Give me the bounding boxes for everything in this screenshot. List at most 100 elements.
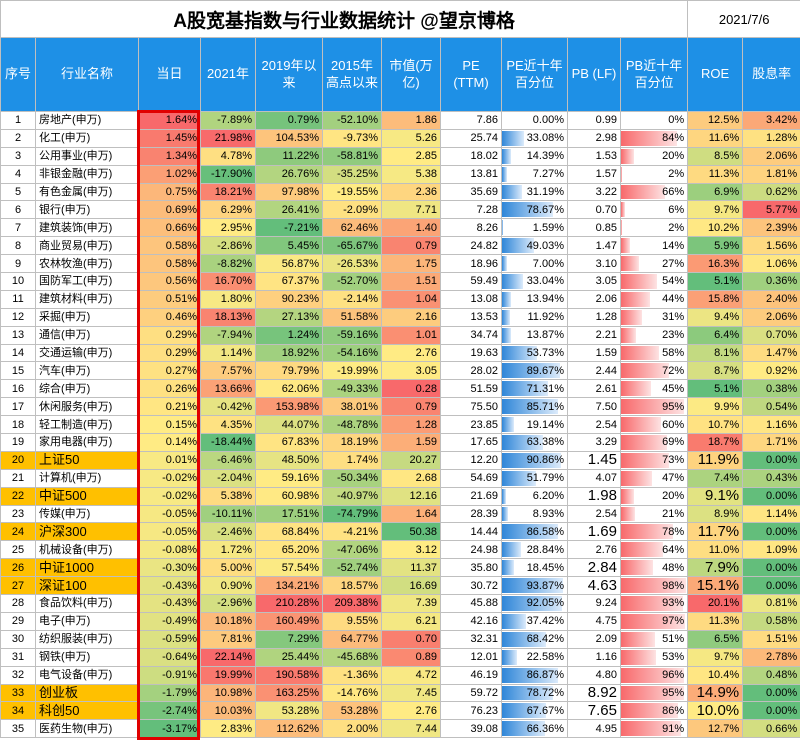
cell-value: 13.94% — [526, 293, 564, 306]
cell-value: 1.59% — [532, 221, 564, 234]
cell-market-cap: 20.27 — [381, 450, 441, 470]
cell-market-cap: 1.64 — [381, 504, 441, 524]
cell-pb-percentile: 45% — [619, 379, 689, 399]
cell-today: -0.08% — [138, 540, 201, 560]
pe-percentile-bar — [502, 202, 554, 218]
cell-dividend-yield: 5.77% — [742, 200, 800, 220]
cell-ytd-2021: -2.86% — [200, 236, 256, 256]
cell-since-2015-high: -4.21% — [322, 522, 382, 542]
pe-percentile-bar — [502, 435, 544, 450]
cell-today: 0.56% — [138, 272, 201, 291]
cell-dividend-yield: 1.51% — [742, 629, 800, 649]
cell-dividend-yield: 2.06% — [742, 307, 800, 327]
cell-roe: 16.3% — [687, 254, 744, 274]
cell-pe-percentile: 86.58% — [501, 522, 568, 542]
cell-pb-lf: 1.47 — [567, 236, 621, 256]
cell-since-2015-high: -2.14% — [322, 289, 382, 309]
cell-value: 90.86% — [526, 454, 564, 467]
cell-index: 8 — [0, 236, 36, 256]
cell-since-2019: 163.25% — [255, 683, 323, 703]
cell-industry-name: 纺织服装(申万) — [35, 629, 139, 649]
cell-ytd-2021: 0.90% — [200, 576, 256, 596]
cell-today: -0.49% — [138, 611, 201, 631]
cell-pe-ttm: 39.08 — [440, 719, 502, 739]
pb-percentile-bar — [621, 274, 657, 289]
cell-pe-ttm: 18.02 — [440, 146, 502, 166]
pb-percentile-bar — [621, 256, 639, 272]
cell-ytd-2021: -10.11% — [200, 504, 256, 524]
table-row: 24 沪深300 -0.05% -2.46% 68.84% -4.21% 50.38 14.4… — [0, 522, 800, 542]
cell-value: 68.42% — [526, 633, 564, 646]
cell-value: 28.84% — [526, 543, 564, 556]
cell-index: 16 — [0, 379, 36, 399]
cell-since-2015-high: 18.57% — [322, 576, 382, 596]
pe-percentile-bar — [502, 148, 512, 164]
cell-since-2015-high: -65.67% — [322, 236, 382, 256]
cell-value: 93% — [662, 597, 685, 610]
pb-percentile-bar — [621, 488, 635, 504]
cell-value: 13.87% — [526, 329, 564, 342]
pb-percentile-bar — [621, 202, 625, 218]
cell-market-cap: 6.21 — [381, 611, 441, 631]
cell-industry-name: 商业贸易(申万) — [35, 236, 139, 256]
cell-since-2019: 59.16% — [255, 468, 323, 488]
cell-index: 9 — [0, 254, 36, 274]
header-roe: ROE — [687, 37, 744, 112]
cell-pb-percentile: 48% — [619, 558, 689, 578]
cell-value: 21% — [662, 508, 685, 521]
pe-percentile-bar — [502, 488, 507, 504]
pe-percentile-bar — [502, 327, 511, 343]
cell-today: -1.79% — [138, 683, 201, 703]
cell-since-2019: 5.45% — [255, 236, 323, 256]
cell-since-2019: 190.58% — [255, 665, 323, 685]
cell-industry-name: 房地产(申万) — [35, 111, 139, 130]
cell-since-2015-high: 18.19% — [322, 433, 382, 452]
cell-pe-percentile: 78.67% — [501, 200, 568, 220]
cell-since-2015-high: 51.58% — [322, 307, 382, 327]
cell-industry-name: 食品饮料(申万) — [35, 594, 139, 613]
cell-dividend-yield: 2.40% — [742, 289, 800, 309]
cell-dividend-yield: 0.00% — [742, 486, 800, 506]
cell-pe-ttm: 54.69 — [440, 468, 502, 488]
cell-index: 6 — [0, 200, 36, 220]
cell-roe: 9.1% — [687, 486, 744, 506]
cell-value: 54% — [662, 275, 685, 288]
table-row: 14 交通运输(申万) 0.29% 1.14% 18.92% -54.16% 2.76 19.… — [0, 343, 800, 363]
cell-since-2019: 160.49% — [255, 611, 323, 631]
cell-today: 0.69% — [138, 200, 201, 220]
cell-index: 2 — [0, 128, 36, 148]
cell-pb-percentile: 0% — [619, 111, 689, 130]
cell-industry-name: 机械设备(申万) — [35, 540, 139, 560]
pe-percentile-bar — [502, 721, 546, 737]
cell-value: 8.93% — [532, 508, 564, 521]
table-row: 7 建筑装饰(申万) 0.66% 2.95% -7.21% 62.46% 1.40 8.26 1… — [0, 218, 800, 238]
cell-pb-lf: 4.07 — [567, 468, 621, 488]
cell-pb-lf: 2.76 — [567, 540, 621, 560]
cell-pb-percentile: 51% — [619, 629, 689, 649]
cell-since-2019: 62.06% — [255, 379, 323, 399]
table-row: 32 电气设备(申万) -0.91% 19.99% 190.58% -1.36% 4.72 4… — [0, 665, 800, 685]
cell-pe-percentile: 19.14% — [501, 415, 568, 435]
cell-pb-percentile: 21% — [619, 504, 689, 524]
cell-value: 47% — [662, 472, 685, 485]
cell-since-2015-high: -48.78% — [322, 415, 382, 435]
cell-value: 85.71% — [526, 400, 564, 413]
cell-since-2019: 18.92% — [255, 343, 323, 363]
cell-pe-percentile: 67.67% — [501, 701, 568, 721]
cell-today: 0.66% — [138, 218, 201, 238]
pb-percentile-bar — [621, 148, 635, 164]
cell-market-cap: 2.36 — [381, 182, 441, 202]
cell-pe-percentile: 66.36% — [501, 719, 568, 739]
cell-dividend-yield: 1.09% — [742, 540, 800, 560]
cell-pb-lf: 1.98 — [567, 486, 621, 506]
cell-industry-name: 银行(申万) — [35, 200, 139, 220]
cell-value: 86.87% — [526, 669, 564, 682]
cell-market-cap: 2.68 — [381, 468, 441, 488]
cell-ytd-2021: 2.95% — [200, 218, 256, 238]
cell-since-2015-high: 62.46% — [322, 218, 382, 238]
cell-roe: 11.3% — [687, 611, 744, 631]
cell-pe-percentile: 71.31% — [501, 379, 568, 399]
cell-pe-ttm: 14.44 — [440, 522, 502, 542]
cell-pb-percentile: 98% — [619, 576, 689, 596]
